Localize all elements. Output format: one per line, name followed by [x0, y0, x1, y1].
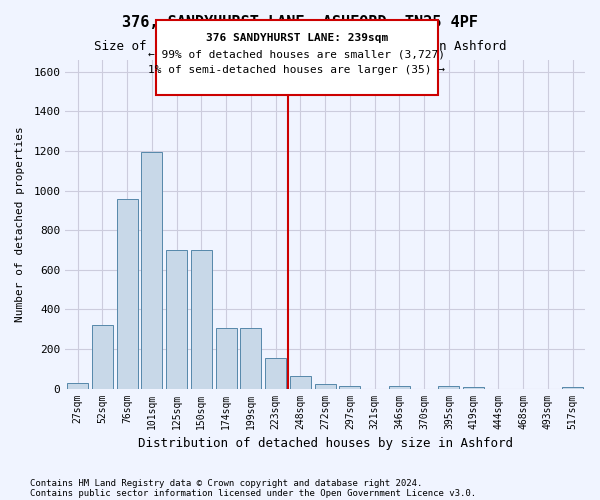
Bar	[562, 386, 583, 388]
Bar	[290, 376, 311, 388]
Bar	[265, 358, 286, 388]
Bar	[92, 325, 113, 388]
Bar	[389, 386, 410, 388]
Y-axis label: Number of detached properties: Number of detached properties	[15, 126, 25, 322]
Bar	[166, 250, 187, 388]
Text: 376 SANDYHURST LANE: 239sqm: 376 SANDYHURST LANE: 239sqm	[206, 32, 388, 42]
Text: Contains HM Land Registry data © Crown copyright and database right 2024.: Contains HM Land Registry data © Crown c…	[30, 478, 422, 488]
Text: 1% of semi-detached houses are larger (35) →: 1% of semi-detached houses are larger (3…	[149, 65, 445, 75]
Bar	[439, 386, 460, 388]
Text: ← 99% of detached houses are smaller (3,727): ← 99% of detached houses are smaller (3,…	[149, 49, 445, 59]
Text: Contains public sector information licensed under the Open Government Licence v3: Contains public sector information licen…	[30, 488, 476, 498]
Bar	[463, 386, 484, 388]
Bar	[142, 152, 163, 388]
Bar	[241, 328, 262, 388]
Bar	[314, 384, 335, 388]
Bar	[116, 198, 137, 388]
Text: Size of property relative to detached houses in Ashford: Size of property relative to detached ho…	[94, 40, 506, 53]
Text: 376, SANDYHURST LANE, ASHFORD, TN25 4PF: 376, SANDYHURST LANE, ASHFORD, TN25 4PF	[122, 15, 478, 30]
X-axis label: Distribution of detached houses by size in Ashford: Distribution of detached houses by size …	[137, 437, 512, 450]
Bar	[215, 328, 236, 388]
Bar	[67, 382, 88, 388]
Bar	[340, 386, 361, 388]
Bar	[191, 250, 212, 388]
